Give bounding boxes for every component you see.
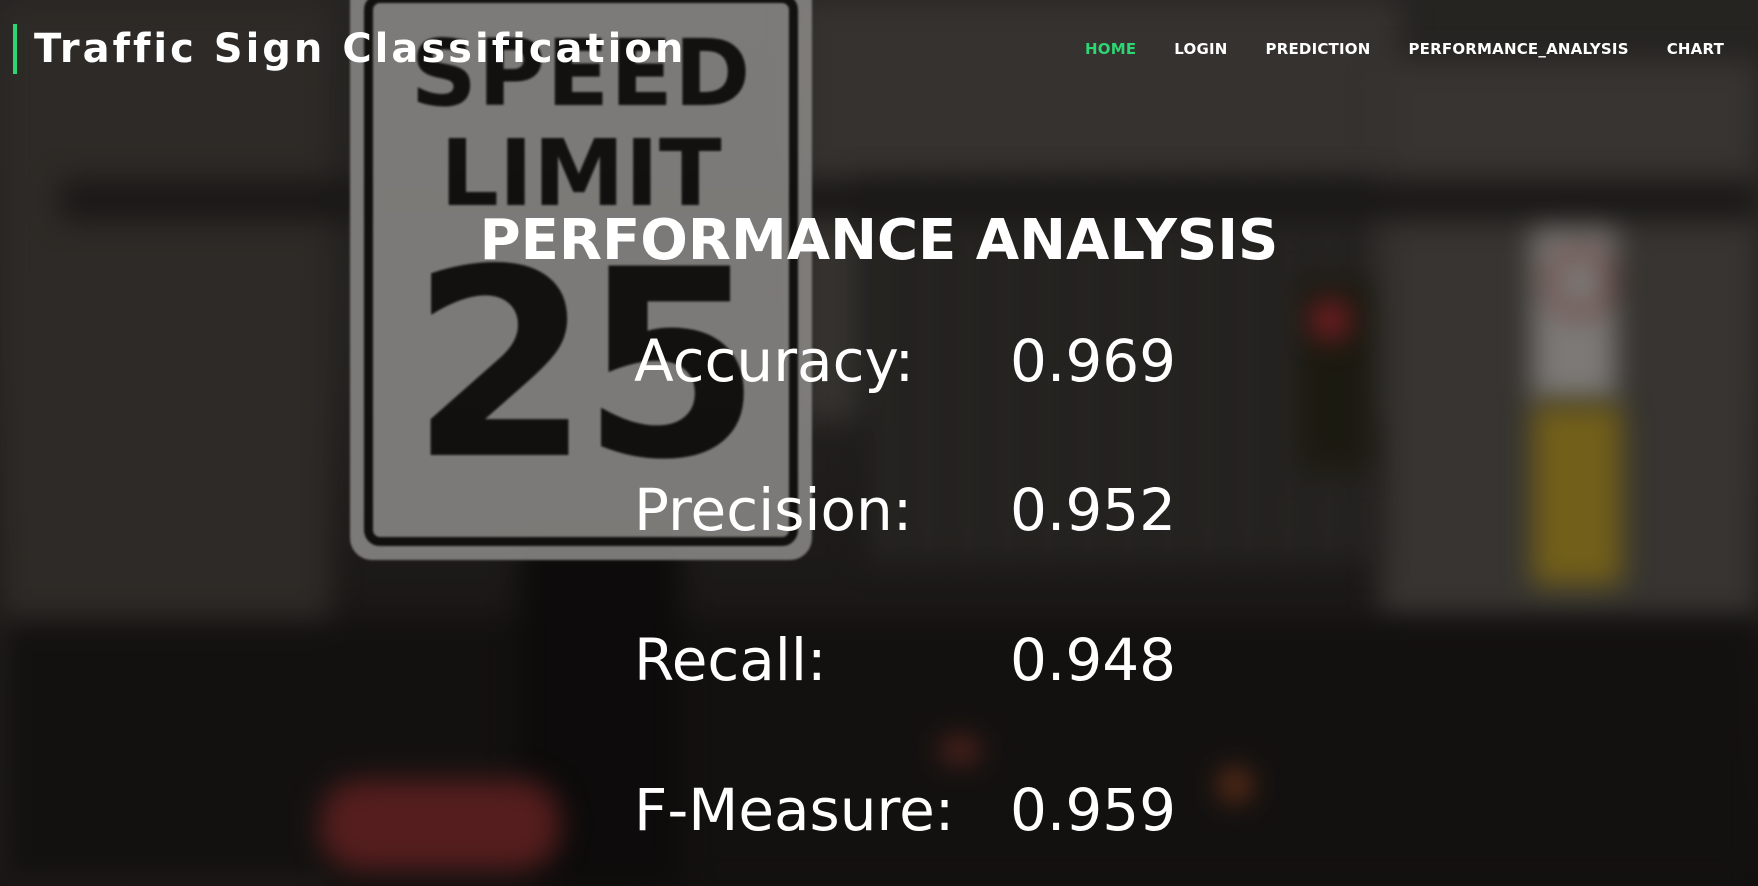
metric-value: 0.952: [1010, 476, 1177, 544]
metric-row-f-measure: F-Measure: 0.959: [0, 770, 1758, 850]
nav-chart[interactable]: CHART: [1666, 40, 1724, 58]
yellow-street-sign: [1532, 405, 1622, 585]
sign-number: 25: [410, 215, 762, 517]
top-navbar: Traffic Sign Classification HOME LOGIN P…: [0, 0, 1758, 100]
metric-value: 0.969: [1010, 327, 1177, 395]
site-brand[interactable]: Traffic Sign Classification: [13, 24, 686, 74]
metric-label: F-Measure:: [634, 776, 955, 844]
metric-value: 0.959: [1010, 776, 1177, 844]
main-nav: HOME LOGIN PREDICTION PERFORMANCE_ANALYS…: [1085, 38, 1724, 60]
metric-label: Accuracy:: [634, 327, 915, 395]
speed-limit-sign: SPEED LIMIT 25: [350, 0, 812, 560]
nav-home[interactable]: HOME: [1085, 40, 1137, 58]
sign-line-speed: SPEED: [410, 20, 752, 127]
nav-prediction[interactable]: PREDICTION: [1265, 40, 1371, 58]
metric-value: 0.948: [1010, 626, 1177, 694]
metric-label: Precision:: [634, 476, 913, 544]
sign-line-limit: LIMIT: [440, 120, 722, 227]
no-parking-sign: [1532, 230, 1616, 400]
metric-row-precision: Precision: 0.952: [0, 470, 1758, 550]
metric-row-recall: Recall: 0.948: [0, 620, 1758, 700]
nav-performance-analysis[interactable]: PERFORMANCE_ANALYSIS: [1408, 40, 1629, 58]
page-title: PERFORMANCE ANALYSIS: [479, 208, 1279, 273]
metric-label: Recall:: [634, 626, 827, 694]
metric-row-accuracy: Accuracy: 0.969: [0, 321, 1758, 401]
nav-login[interactable]: LOGIN: [1174, 40, 1228, 58]
